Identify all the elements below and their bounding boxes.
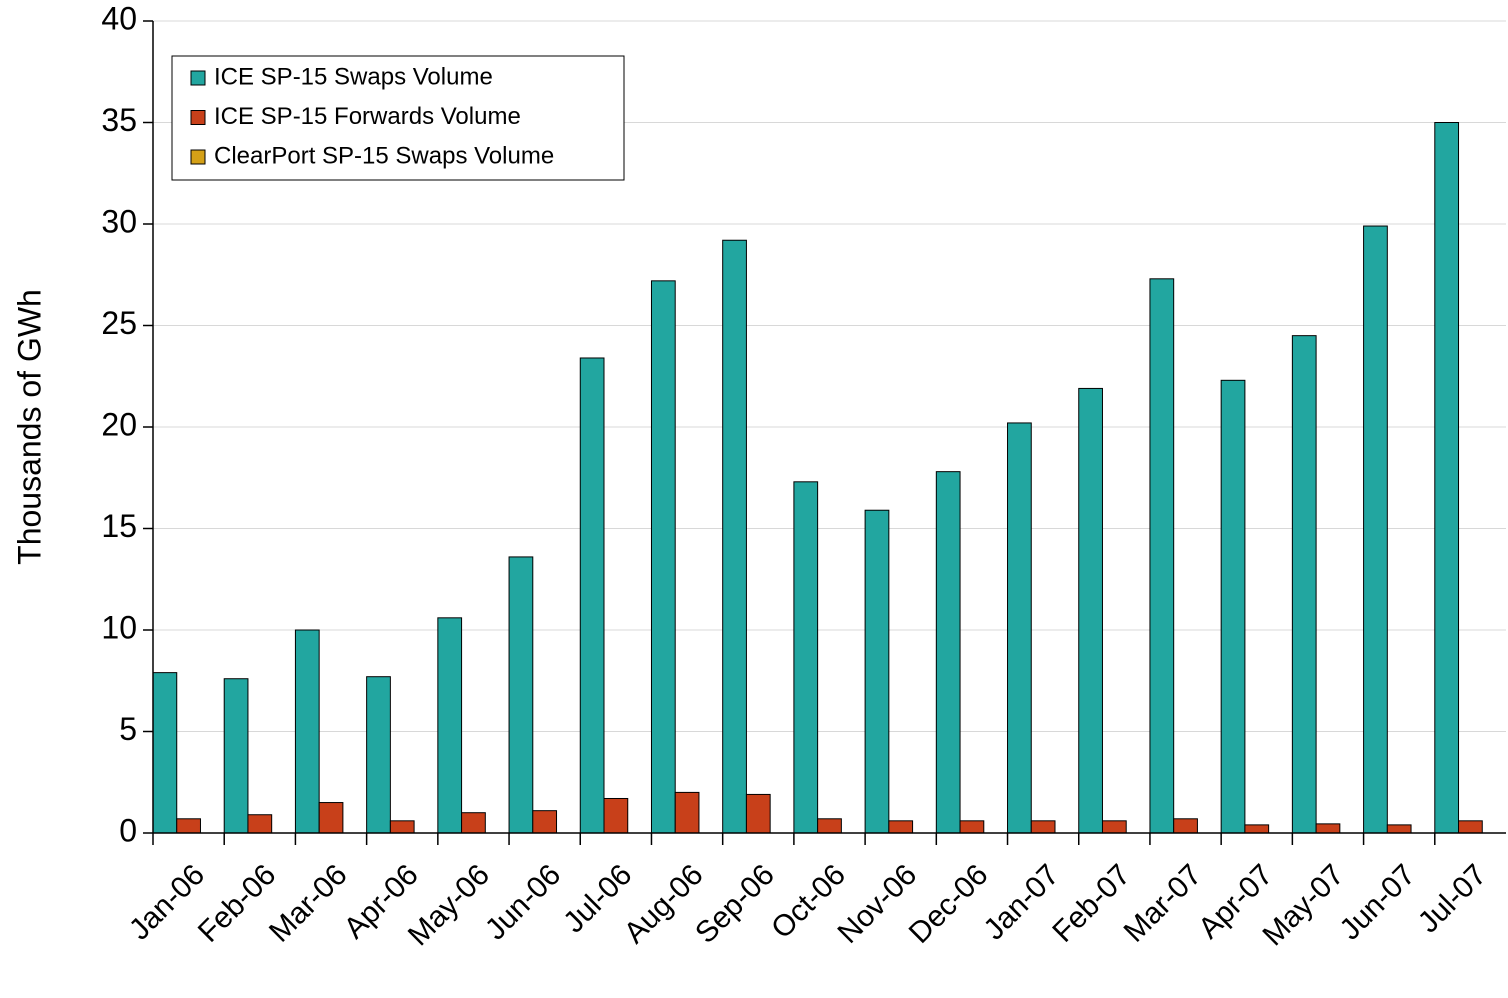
x-tick-label: May-07	[1256, 858, 1350, 952]
x-tick-label: Jan-07	[977, 858, 1065, 946]
bar	[674, 791, 700, 834]
x-tick-label: Aug-06	[618, 858, 710, 950]
bar	[389, 820, 415, 834]
bar	[1007, 422, 1032, 834]
bar	[508, 556, 534, 834]
legend-label: ICE SP-15 Forwards Volume	[214, 103, 521, 130]
bar	[1386, 824, 1412, 834]
bar	[793, 481, 819, 834]
y-tick-label: 25	[101, 305, 137, 341]
x-tick-label: Jun-06	[479, 858, 567, 946]
bar	[247, 814, 273, 834]
bar	[152, 672, 178, 834]
y-tick-label: 35	[101, 102, 137, 138]
y-tick-label: 20	[101, 406, 137, 442]
bar	[294, 629, 320, 834]
bar	[318, 802, 344, 834]
x-tick-label: Nov-06	[832, 858, 924, 950]
bar	[1149, 278, 1175, 834]
bar	[1244, 824, 1270, 834]
bar	[864, 509, 890, 834]
legend-label: ClearPort SP-15 Swaps Volume	[214, 142, 554, 169]
bar	[1220, 379, 1246, 834]
legend-swatch	[190, 70, 206, 86]
bar	[1078, 387, 1103, 834]
bar	[1363, 225, 1388, 834]
bar	[176, 818, 201, 834]
x-tick-label: Mar-07	[1118, 858, 1209, 949]
y-tick-label: 15	[101, 508, 137, 544]
bar	[223, 678, 249, 834]
bar	[532, 810, 558, 834]
bar	[745, 793, 771, 834]
bar	[935, 471, 961, 834]
x-tick-label: Jul-07	[1412, 858, 1493, 939]
x-tick-label: Dec-06	[903, 858, 995, 950]
bar	[1291, 335, 1317, 834]
bar	[461, 812, 486, 834]
bar	[650, 280, 676, 834]
y-axis-label: Thousands of GWh	[11, 289, 47, 565]
bar	[579, 357, 605, 834]
bar	[1434, 122, 1460, 834]
x-tick-label: Jun-07	[1334, 858, 1422, 946]
y-tick-label: 5	[119, 711, 137, 747]
x-tick-label: Feb-07	[1046, 858, 1137, 949]
legend-swatch	[190, 149, 206, 165]
bar	[437, 617, 463, 834]
bar	[1030, 820, 1056, 834]
x-tick-label: Mar-06	[263, 858, 354, 949]
bar	[603, 797, 629, 834]
y-tick-label: 0	[119, 812, 137, 848]
legend-label: ICE SP-15 Swaps Volume	[214, 63, 493, 90]
y-tick-label: 10	[101, 609, 137, 645]
bar	[1173, 818, 1198, 834]
y-tick-label: 40	[101, 0, 137, 36]
legend: ICE SP-15 Swaps Volume ICE SP-15 Forwards…	[171, 55, 625, 181]
bar	[722, 239, 747, 834]
x-tick-label: Jan-06	[123, 858, 211, 946]
x-tick-label: Feb-06	[192, 858, 283, 949]
legend-swatch	[190, 110, 206, 125]
bar	[366, 676, 391, 834]
bar	[1315, 823, 1341, 834]
bar	[888, 820, 914, 834]
bar	[959, 820, 985, 834]
bar	[1101, 820, 1127, 834]
y-tick-label: 30	[101, 203, 137, 239]
x-tick-label: May-06	[402, 858, 496, 952]
bar	[817, 818, 842, 834]
legend-box	[171, 55, 625, 181]
x-tick-label: Sep-06	[689, 858, 781, 950]
bar	[1458, 820, 1483, 834]
